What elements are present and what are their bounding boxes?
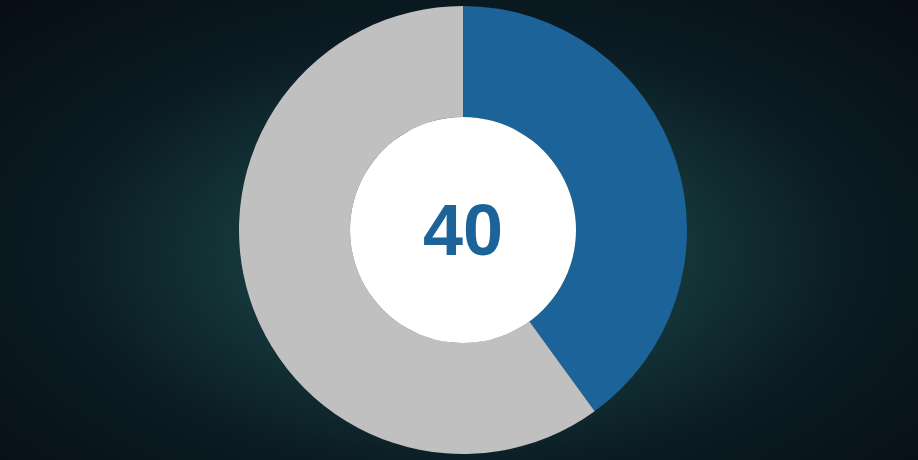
svg-text:40: 40 [423, 190, 503, 270]
